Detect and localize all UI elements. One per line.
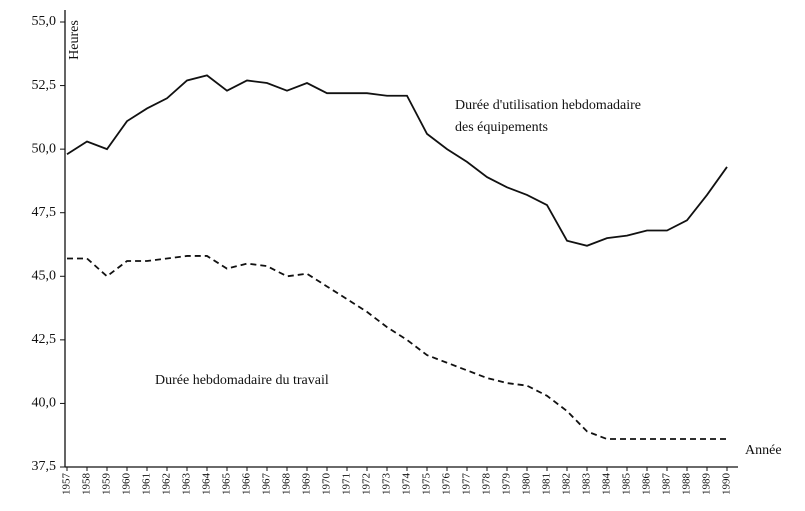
x-tick-label: 1989 [701, 473, 713, 496]
x-tick-label: 1978 [481, 473, 493, 496]
x-tick-label: 1966 [241, 473, 253, 496]
annotation: Durée hebdomadaire du travail [155, 373, 329, 388]
series-line [67, 255, 727, 440]
y-tick-label: 40,0 [32, 396, 57, 411]
x-tick-label: 1984 [601, 473, 613, 496]
y-tick-label: 50,0 [32, 141, 57, 156]
x-tick-label: 1982 [561, 473, 573, 495]
y-tick-label: 47,5 [32, 205, 57, 220]
y-tick-label: 42,5 [32, 332, 57, 347]
x-tick-label: 1981 [541, 473, 553, 495]
annotation: des équipements [455, 120, 548, 135]
x-tick-label: 1985 [621, 473, 633, 496]
x-tick-label: 1986 [641, 473, 653, 496]
x-tick-label: 1959 [101, 473, 113, 496]
x-tick-label: 1990 [721, 473, 733, 496]
x-tick-label: 1971 [341, 473, 353, 495]
x-tick-label: 1963 [181, 473, 193, 496]
x-tick-label: 1968 [281, 473, 293, 496]
y-tick-label: 45,0 [32, 269, 57, 284]
x-tick-label: 1987 [661, 473, 673, 496]
x-axis-label: Année [745, 443, 782, 458]
x-tick-label: 1976 [441, 473, 453, 496]
x-tick-label: 1962 [161, 473, 173, 495]
x-tick-label: 1983 [581, 473, 593, 496]
x-tick-label: 1980 [521, 473, 533, 496]
x-tick-label: 1977 [461, 473, 473, 496]
annotation: Durée d'utilisation hebdomadaire [455, 98, 641, 113]
x-tick-label: 1958 [81, 473, 93, 496]
y-tick-label: 52,5 [32, 78, 57, 93]
x-tick-label: 1967 [261, 473, 273, 496]
y-axis-label: Heures [67, 20, 82, 60]
x-tick-label: 1960 [121, 473, 133, 496]
x-tick-label: 1975 [421, 473, 433, 496]
x-tick-label: 1972 [361, 473, 373, 495]
y-tick-label: 37,5 [32, 459, 57, 474]
x-tick-label: 1974 [401, 473, 413, 496]
x-tick-label: 1964 [201, 473, 213, 496]
x-tick-label: 1979 [501, 473, 513, 496]
x-tick-label: 1965 [221, 473, 233, 496]
x-tick-label: 1988 [681, 473, 693, 496]
x-tick-label: 1973 [381, 473, 393, 496]
y-tick-label: 55,0 [32, 14, 57, 29]
x-tick-label: 1969 [301, 473, 313, 496]
series-line [66, 74, 728, 247]
x-tick-label: 1957 [61, 473, 73, 496]
x-tick-label: 1970 [321, 473, 333, 496]
x-tick-label: 1961 [141, 473, 153, 495]
